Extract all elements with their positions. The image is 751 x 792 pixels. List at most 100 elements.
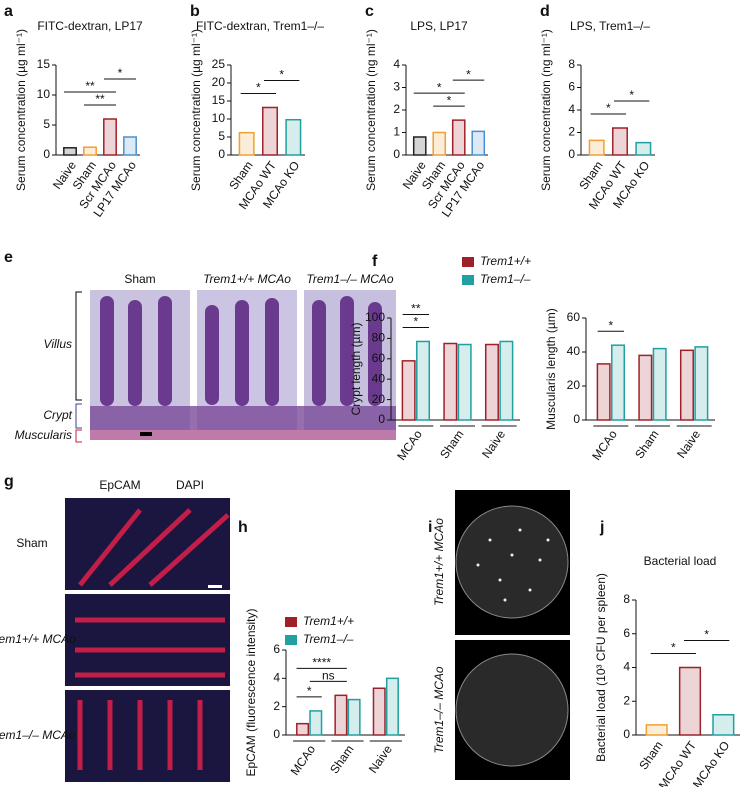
y-tick-label: 10 [37,87,51,101]
bar [296,722,310,736]
y-tick-label: 3 [393,80,400,94]
bar [652,347,667,421]
y-tick-label: 2 [393,102,400,116]
legend-swatch [462,257,474,267]
bar [309,710,323,736]
panel-label: e [4,249,13,266]
panel-label: f [372,253,378,270]
y-tick-label: 4 [623,660,630,674]
y-axis-label: Muscularis length (µm) [544,308,558,430]
bar [416,340,431,421]
bar [588,139,605,156]
y-tick-label: 8 [568,57,575,71]
bar [471,130,486,156]
panel-label: i [428,519,432,536]
chart-title: LPS, Trem1–/– [570,19,650,33]
y-tick-label: 10 [212,111,226,125]
x-tick-label: Naive [366,742,395,775]
y-tick-label: 15 [37,57,51,71]
sig-label: **** [312,656,331,670]
x-tick-label: Naive [674,427,703,460]
bar [678,666,702,736]
y-tick-label: 0 [218,147,225,161]
y-tick-label: 40 [567,344,581,358]
bar [103,118,117,156]
row-label: Trem1+/+ MCAo [0,632,76,646]
legend-label: Trem1–/– [303,632,354,646]
sig-label: * [466,67,471,81]
y-axis-label: Serum concentration (ng ml⁻¹) [364,29,378,191]
y-tick-label: 4 [273,671,280,685]
x-tick-label: Naive [479,427,508,460]
stain-label: DAPI [176,478,204,492]
y-tick-label: 8 [623,592,630,606]
bar [347,698,361,736]
row-label: Trem1–/– MCAo [432,666,446,753]
sig-label: ** [85,79,95,93]
bar [334,694,348,736]
y-tick-label: 2 [568,125,575,139]
y-tick-label: 4 [393,57,400,71]
row-label: Trem1+/+ MCAo [432,518,446,606]
x-tick-label: MCAo [288,742,319,778]
x-tick-label: Sham [327,743,356,777]
y-tick-label: 20 [212,75,226,89]
y-tick-label: 40 [372,371,386,385]
y-tick-label: 2 [623,693,630,707]
sig-label: * [447,93,452,107]
y-tick-label: 1 [393,125,400,139]
region-label: Villus [44,337,72,351]
bar [262,106,278,156]
sig-label: * [437,80,442,94]
y-axis-label: Bacterial load (10³ CFU per spleen) [594,573,608,762]
y-tick-label: 100 [365,310,385,324]
y-axis-label: EpCAM (fluorescence intensity) [244,608,258,776]
y-tick-label: 2 [273,699,280,713]
y-axis-label: Crypt length (µm) [349,323,363,416]
bar [612,127,628,156]
bar [83,146,97,156]
bar [123,136,137,156]
bar [694,346,709,421]
y-tick-label: 60 [567,310,581,324]
y-tick-label: 0 [43,147,50,161]
sig-label: * [606,101,611,115]
panel-label: c [365,3,374,20]
fluorescence-images [65,498,230,782]
sig-label: * [629,88,634,102]
bar [63,147,77,156]
y-tick-label: 6 [273,642,280,656]
y-tick-label: 25 [212,57,226,71]
y-tick-label: 0 [273,727,280,741]
bar [645,724,668,736]
x-tick-label: MCAo [589,427,620,463]
y-tick-label: 80 [372,331,386,345]
legend-label: Trem1–/– [480,272,531,286]
y-tick-label: 0 [573,412,580,426]
y-axis-label: Serum concentration (µg ml⁻¹) [14,29,28,191]
sig-label: * [704,628,709,642]
legend-label: Trem1+/+ [480,254,531,268]
legend-swatch [285,635,297,645]
panel-label: a [4,3,13,20]
sig-label: * [608,318,613,332]
bar [635,141,652,156]
region-label: Muscularis [15,428,72,442]
panel-label: g [4,473,14,490]
column-label: Trem1–/– MCAo [306,272,393,286]
y-tick-label: 20 [372,392,386,406]
y-tick-label: 5 [218,129,225,143]
sig-label: ** [411,302,421,316]
bar [451,119,466,156]
bar [401,360,416,421]
panel-label: j [599,519,604,536]
region-label: Crypt [43,408,72,422]
stain-label: EpCAM [99,478,140,492]
bar [412,136,427,156]
row-label: Sham [16,536,47,550]
bar [484,343,499,421]
bar [611,344,626,421]
column-label: Sham [124,272,155,286]
y-tick-label: 0 [378,412,385,426]
